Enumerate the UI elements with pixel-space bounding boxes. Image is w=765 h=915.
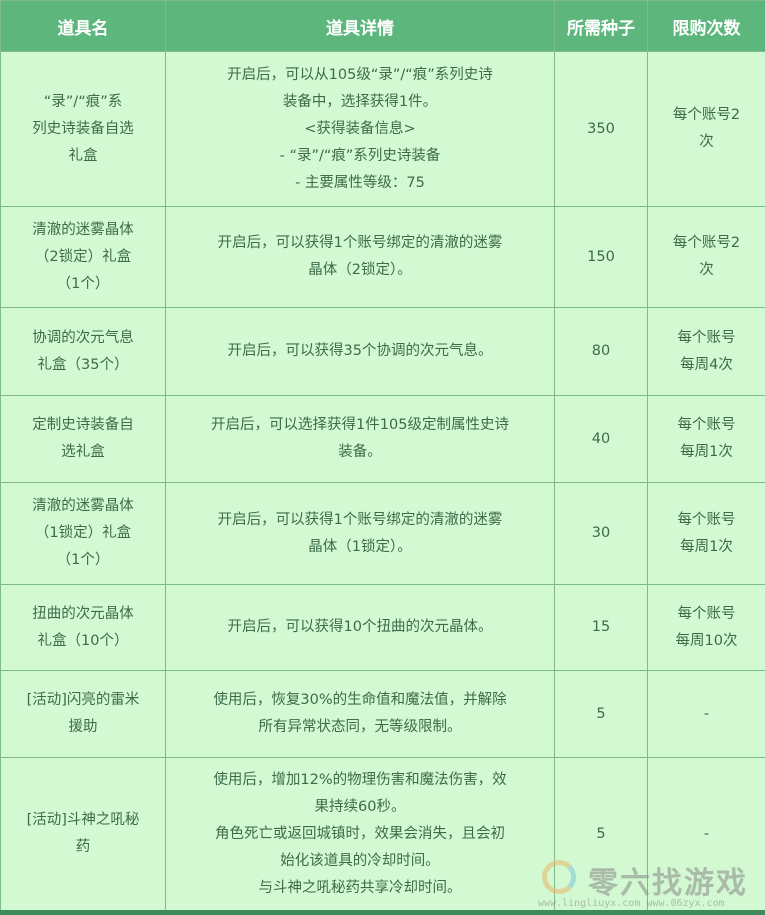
item-name: 定制史诗装备自 选礼盒 xyxy=(0,395,166,483)
item-name: [活动]斗神之吼秘 药 xyxy=(0,757,166,911)
table-row: “录”/“痕”系 列史诗装备自选 礼盒 开启后，可以从105级“录”/“痕”系列史… xyxy=(0,51,765,207)
table-row: 协调的次元气息 礼盒（35个） 开启后，可以获得35个协调的次元气息。 80 每个账号… xyxy=(0,307,765,396)
item-limit: 每个账号2 次 xyxy=(647,51,765,207)
table-row: 扭曲的次元晶体 礼盒（10个） 开启后，可以获得10个扭曲的次元晶体。 15 每个账号… xyxy=(0,584,765,671)
item-limit: - xyxy=(647,757,765,911)
table-row: 清澈的迷雾晶体 （2锁定）礼盒 （1个） 开启后，可以获得1个账号绑定的清澈的迷雾… xyxy=(0,206,765,308)
table-row: 定制史诗装备自 选礼盒 开启后，可以选择获得1件105级定制属性史诗 装备。 40 每… xyxy=(0,395,765,483)
item-limit: 每个账号 每周10次 xyxy=(647,584,765,671)
table-row: 清澈的迷雾晶体 （1锁定）礼盒 （1个） 开启后，可以获得1个账号绑定的清澈的迷雾… xyxy=(0,482,765,585)
item-detail: 开启后，可以获得1个账号绑定的清澈的迷雾 晶体（2锁定）。 xyxy=(165,206,555,308)
table-row: [活动]斗神之吼秘 药使用后，增加12%的物理伤害和魔法伤害，效 果持续60秒。… xyxy=(0,757,765,911)
item-detail: 开启后，可以获得1个账号绑定的清澈的迷雾 晶体（1锁定）。 xyxy=(165,482,555,585)
item-detail: 开启后，可以从105级“录”/“痕”系列史诗 装备中，选择获得1件。 <获得装备… xyxy=(165,51,555,207)
header-limit: 限购次数 xyxy=(647,0,765,52)
item-detail: 使用后，恢复30%的生命值和魔法值，并解除 所有异常状态同，无等级限制。 xyxy=(165,670,555,758)
item-seeds: 80 xyxy=(554,307,648,396)
header-seeds: 所需种子 xyxy=(554,0,648,52)
item-name: 协调的次元气息 礼盒（35个） xyxy=(0,307,166,396)
header-item-name: 道具名 xyxy=(0,0,166,52)
item-seeds: 30 xyxy=(554,482,648,585)
item-name: 清澈的迷雾晶体 （2锁定）礼盒 （1个） xyxy=(0,206,166,308)
table-bottom-border xyxy=(0,910,765,915)
item-seeds: 40 xyxy=(554,395,648,483)
item-detail: 使用后，增加12%的物理伤害和魔法伤害，效 果持续60秒。 角色死亡或返回城镇时… xyxy=(165,757,555,911)
item-seeds: 5 xyxy=(554,670,648,758)
item-seeds: 350 xyxy=(554,51,648,207)
item-name: 扭曲的次元晶体 礼盒（10个） xyxy=(0,584,166,671)
item-limit: - xyxy=(647,670,765,758)
item-limit: 每个账号 每周4次 xyxy=(647,307,765,396)
item-name: “录”/“痕”系 列史诗装备自选 礼盒 xyxy=(0,51,166,207)
item-limit: 每个账号 每周1次 xyxy=(647,395,765,483)
item-detail: 开启后，可以获得10个扭曲的次元晶体。 xyxy=(165,584,555,671)
item-seeds: 150 xyxy=(554,206,648,308)
item-detail: 开启后，可以选择获得1件105级定制属性史诗 装备。 xyxy=(165,395,555,483)
item-detail: 开启后，可以获得35个协调的次元气息。 xyxy=(165,307,555,396)
item-seeds: 5 xyxy=(554,757,648,911)
table-row: [活动]闪亮的雷米 援助 使用后，恢复30%的生命值和魔法值，并解除 所有异常状态… xyxy=(0,670,765,758)
item-name: [活动]闪亮的雷米 援助 xyxy=(0,670,166,758)
header-item-detail: 道具详情 xyxy=(165,0,555,52)
table-header-row: 道具名 道具详情 所需种子 限购次数 xyxy=(0,0,765,52)
item-name: 清澈的迷雾晶体 （1锁定）礼盒 （1个） xyxy=(0,482,166,585)
item-limit: 每个账号 每周1次 xyxy=(647,482,765,585)
item-limit: 每个账号2 次 xyxy=(647,206,765,308)
item-seeds: 15 xyxy=(554,584,648,671)
